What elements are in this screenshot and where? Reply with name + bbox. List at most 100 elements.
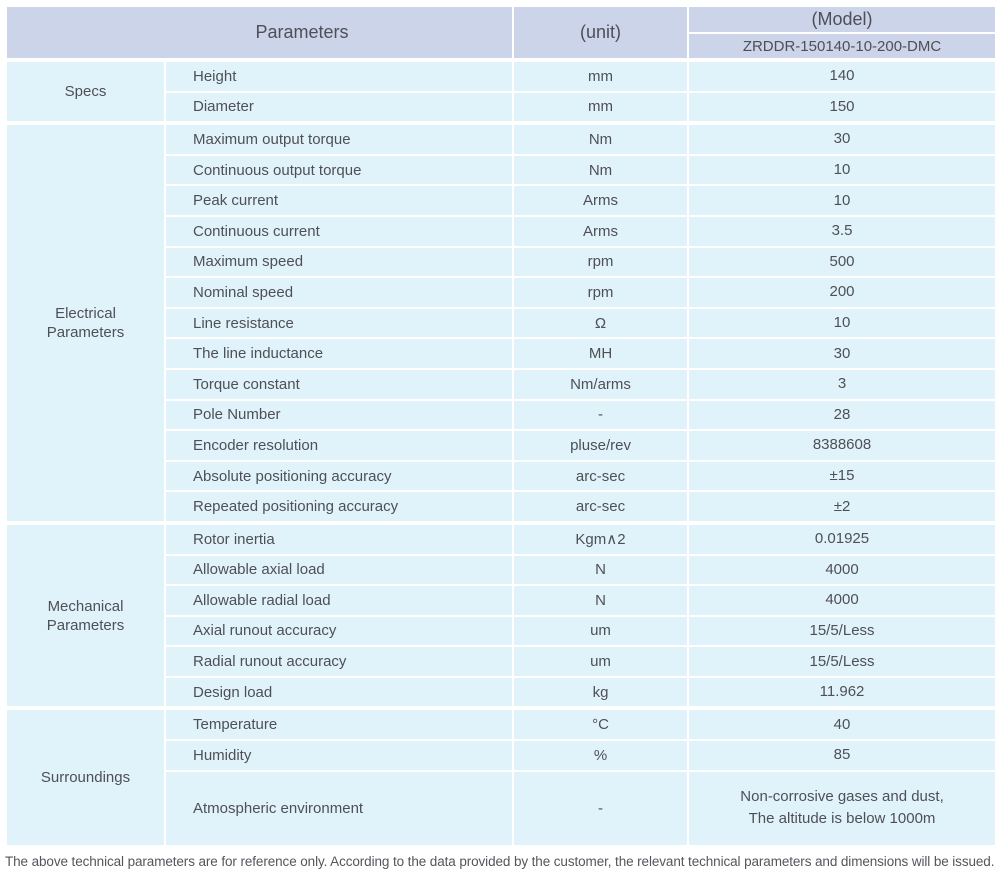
table-row: Continuous output torque Nm 10 bbox=[6, 153, 998, 187]
table-row: Surroundings Temperature °C 40 bbox=[5, 706, 998, 847]
parameter-value: 10 bbox=[687, 153, 998, 187]
parameter-value-line: 30 bbox=[833, 130, 851, 148]
parameter-value-line: 28 bbox=[833, 405, 851, 423]
parameter-value: 10 bbox=[687, 306, 998, 340]
parameter-unit: N bbox=[512, 584, 690, 617]
parameter-name: Continuous current bbox=[163, 214, 515, 248]
parameter-unit: arc-sec bbox=[512, 490, 690, 524]
parameter-value-line: Non-corrosive gases and dust, bbox=[740, 788, 944, 806]
header-model-value: ZRDDR-150140-10-200-DMC bbox=[687, 32, 998, 61]
parameter-value-line: 15/5/Less bbox=[809, 652, 875, 670]
parameter-name: Continuous output torque bbox=[163, 153, 515, 187]
table-row: Repeated positioning accuracy arc-sec ±2 bbox=[6, 490, 998, 524]
parameter-unit: % bbox=[512, 739, 690, 772]
parameter-value: 500 bbox=[687, 245, 998, 279]
parameter-unit: arc-sec bbox=[512, 459, 690, 493]
parameter-value-line: 3.5 bbox=[831, 222, 853, 240]
parameter-value-line: 30 bbox=[833, 344, 851, 362]
parameter-unit: rpm bbox=[512, 245, 690, 279]
parameter-name: Encoder resolution bbox=[163, 429, 515, 462]
table-row: Continuous current Arms 3.5 bbox=[6, 214, 998, 248]
header-row-2: ZRDDR-150140-10-200-DMC bbox=[6, 32, 998, 61]
table-row: Atmospheric environment - Non-corrosive ga… bbox=[6, 769, 998, 847]
table-row: Diameter mm 150 bbox=[6, 90, 998, 125]
parameter-unit: rpm bbox=[512, 276, 690, 309]
parameter-unit: pluse/rev bbox=[512, 429, 690, 462]
parameter-value: 30 bbox=[687, 121, 998, 156]
parameter-name: Radial runout accuracy bbox=[163, 645, 515, 678]
parameter-name: Humidity bbox=[163, 739, 515, 772]
group-label-surroundings: Surroundings bbox=[5, 706, 166, 847]
parameter-name: Rotor inertia bbox=[163, 520, 515, 556]
group-name-text: Surroundings bbox=[40, 769, 131, 787]
parameter-value-line: 8388608 bbox=[812, 436, 872, 454]
group-name-text: Mechanical Parameters bbox=[46, 597, 125, 634]
parameter-unit: um bbox=[512, 645, 690, 678]
parameter-unit: kg bbox=[512, 675, 690, 710]
spec-table: Parameters (unit) (Model) ZRDDR-150140-1… bbox=[4, 5, 998, 847]
parameter-value-line: 15/5/Less bbox=[809, 621, 875, 639]
parameter-value-line: 10 bbox=[833, 191, 851, 209]
group-name-text: Specs bbox=[64, 83, 107, 101]
table-row: Encoder resolution pluse/rev 8388608 bbox=[6, 429, 998, 462]
parameter-unit: Nm bbox=[512, 121, 690, 156]
parameter-value-line: 140 bbox=[829, 67, 855, 85]
parameter-value: 11.962 bbox=[687, 675, 998, 710]
parameter-value-line: 150 bbox=[829, 97, 855, 115]
parameter-name: Repeated positioning accuracy bbox=[163, 490, 515, 524]
parameter-name: Peak current bbox=[163, 184, 515, 217]
header-parameters: Parameters bbox=[4, 5, 515, 61]
parameter-value: Non-corrosive gases and dust, The altitud… bbox=[687, 769, 998, 847]
table-row: Allowable radial load N 4000 bbox=[6, 584, 998, 617]
parameter-value: 28 bbox=[687, 398, 998, 432]
table-row: Peak current Arms 10 bbox=[6, 184, 998, 217]
parameter-unit: mm bbox=[512, 90, 690, 125]
parameter-value-line: 4000 bbox=[825, 560, 859, 578]
parameter-name: Design load bbox=[163, 675, 515, 710]
parameter-value-line: 0.01925 bbox=[814, 530, 870, 548]
parameter-name: Height bbox=[163, 58, 515, 93]
parameter-value-line: 500 bbox=[829, 252, 855, 270]
parameter-unit: °C bbox=[512, 706, 690, 742]
parameter-value: 3.5 bbox=[687, 214, 998, 248]
group-name-text: Electrical Parameters bbox=[46, 305, 125, 342]
group-label-specs: Specs bbox=[5, 57, 166, 125]
table-row: Pole Number - 28 bbox=[6, 398, 998, 432]
parameter-unit: Kgm∧2 bbox=[512, 520, 690, 556]
table-row: Specs Height mm 140 bbox=[5, 57, 998, 125]
parameter-unit: Arms bbox=[512, 214, 690, 248]
table-row: Torque constant Nm/arms 3 bbox=[6, 367, 998, 401]
parameter-value: ±15 bbox=[687, 459, 998, 493]
parameter-value-line: 3 bbox=[837, 375, 847, 393]
parameter-value-line: 10 bbox=[833, 314, 851, 332]
table-row: Absolute positioning accuracy arc-sec ±15 bbox=[6, 459, 998, 493]
group-label-mechanical-parameters: Mechanical Parameters bbox=[5, 520, 166, 710]
parameter-name: Torque constant bbox=[163, 367, 515, 401]
parameter-name: Axial runout accuracy bbox=[163, 614, 515, 648]
parameter-value-line: 200 bbox=[829, 283, 855, 301]
parameter-value: 4000 bbox=[687, 584, 998, 617]
parameter-unit: um bbox=[512, 614, 690, 648]
parameter-value-line: The altitude is below 1000m bbox=[748, 810, 936, 828]
table-row: Mechanical Parameters Rotor inertia Kgm∧2 0… bbox=[5, 520, 998, 710]
parameter-name: Temperature bbox=[163, 706, 515, 742]
parameter-value: 40 bbox=[687, 706, 998, 742]
parameter-unit: Ω bbox=[512, 306, 690, 340]
table-row: Line resistance Ω 10 bbox=[6, 306, 998, 340]
parameter-value: 15/5/Less bbox=[687, 614, 998, 648]
parameter-value-line: 10 bbox=[833, 161, 851, 179]
parameter-unit: N bbox=[512, 553, 690, 587]
parameter-value: 140 bbox=[687, 58, 998, 93]
parameter-value: 15/5/Less bbox=[687, 645, 998, 678]
parameter-unit: Nm bbox=[512, 153, 690, 187]
parameter-name: Absolute positioning accuracy bbox=[163, 459, 515, 493]
parameter-value: ±2 bbox=[687, 490, 998, 524]
parameter-name: Pole Number bbox=[163, 398, 515, 432]
parameter-unit: - bbox=[512, 769, 690, 847]
parameter-unit: Nm/arms bbox=[512, 367, 690, 401]
parameter-value: 150 bbox=[687, 90, 998, 125]
parameter-unit: mm bbox=[512, 58, 690, 93]
parameter-value-line: ±15 bbox=[829, 467, 855, 485]
table-row: Radial runout accuracy um 15/5/Less bbox=[6, 645, 998, 678]
